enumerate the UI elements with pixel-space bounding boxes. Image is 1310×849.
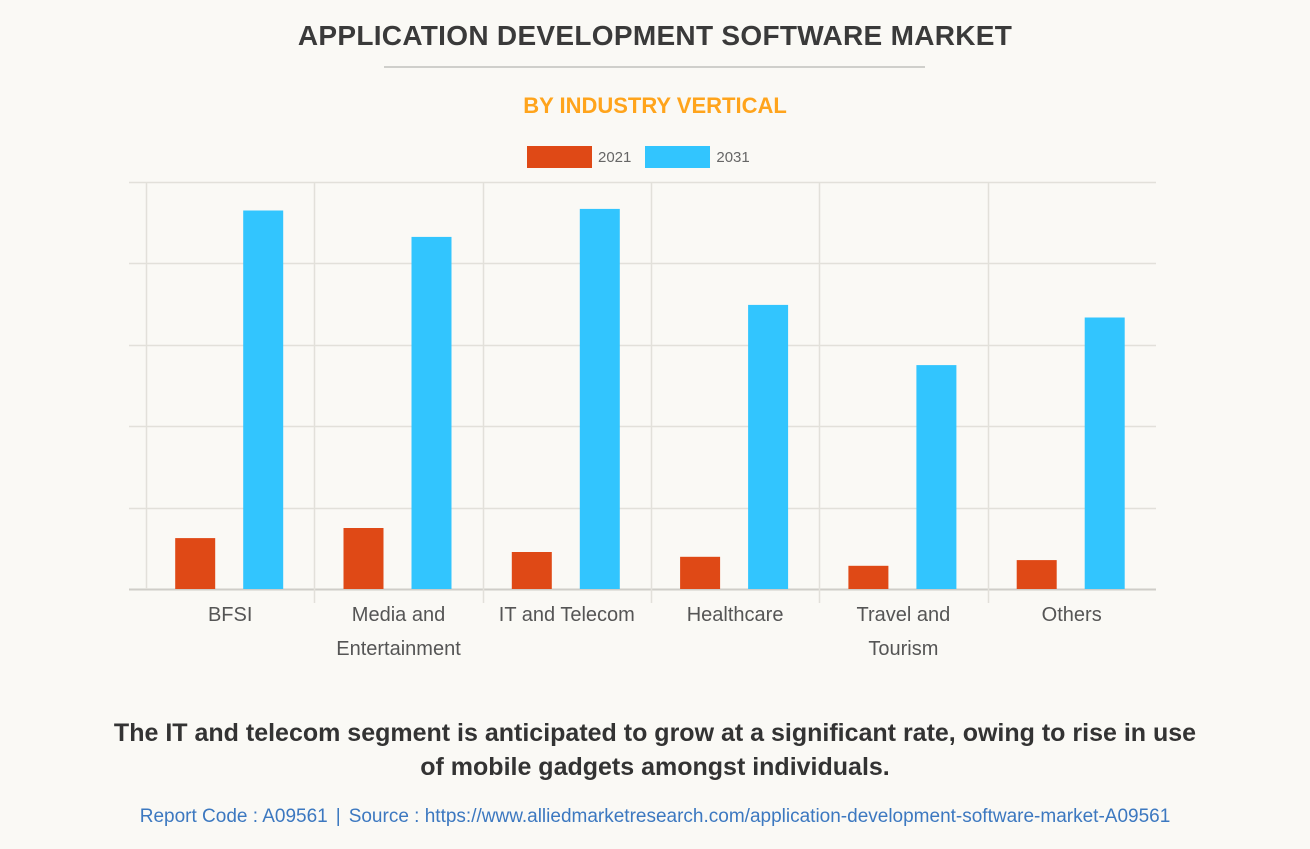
bar-2031-travel-and-tourism[interactable] — [916, 365, 957, 589]
bar-2031-others[interactable] — [1084, 317, 1125, 590]
legend-item-2021[interactable]: 2021 — [527, 146, 631, 168]
bar-2021-bfsi[interactable] — [175, 538, 216, 589]
source-link[interactable]: Source : https://www.alliedmarketresearc… — [348, 806, 1171, 827]
footer-separator: | — [335, 806, 341, 827]
bar-2021-healthcare[interactable] — [680, 556, 721, 589]
x-tick-label-line: Media and — [352, 604, 445, 626]
source-footer: Report Code : A09561 | Source : https://ww… — [0, 806, 1310, 828]
bar-2021-it-and-telecom[interactable] — [511, 552, 552, 589]
legend-swatch-2021 — [527, 146, 592, 168]
bars — [175, 208, 1125, 590]
chart-subtitle: BY INDUSTRY VERTICAL — [523, 93, 787, 118]
bar-2031-bfsi[interactable] — [243, 210, 284, 590]
bar-2021-others[interactable] — [1016, 560, 1057, 589]
x-tick-label-line: Others — [1042, 604, 1102, 626]
caption-line-1: The IT and telecom segment is anticipate… — [113, 719, 1197, 747]
x-tick-label: Others — [1042, 604, 1102, 626]
gridlines — [129, 181, 1156, 603]
title-divider — [384, 66, 925, 68]
bar-2021-travel-and-tourism[interactable] — [848, 565, 889, 589]
chart-caption: The IT and telecom segment is anticipate… — [0, 716, 1310, 784]
bar-2031-media-and-entertainment[interactable] — [411, 236, 452, 589]
x-tick-label-line: Tourism — [868, 638, 938, 660]
caption-line-2: of mobile gadgets amongst individuals. — [420, 753, 890, 781]
legend-item-2031[interactable]: 2031 — [645, 146, 750, 168]
x-tick-label: Travel and Tourism — [857, 604, 951, 660]
chart-title: APPLICATION DEVELOPMENT SOFTWARE MARKET — [297, 20, 1013, 51]
x-tick-label-line: BFSI — [208, 604, 252, 626]
bar-2021-media-and-entertainment[interactable] — [343, 528, 384, 589]
x-tick-label: Media and Entertainment — [336, 604, 461, 660]
bar-chart: BFSI Media and Entertainment IT and Telecom… — [129, 181, 1156, 660]
bar-2031-healthcare[interactable] — [748, 304, 789, 589]
x-tick-label-line: Healthcare — [687, 604, 784, 626]
bar-2031-it-and-telecom[interactable] — [579, 208, 620, 589]
x-tick-label: IT and Telecom — [499, 604, 635, 626]
x-axis-labels: BFSI Media and Entertainment IT and Telecom… — [208, 604, 1102, 660]
legend-label-2031: 2031 — [716, 148, 750, 166]
report-code: Report Code : A09561 — [139, 806, 328, 827]
x-tick-label: Healthcare — [687, 604, 784, 626]
legend: 2021 2031 — [527, 146, 764, 168]
x-tick-label-line: Entertainment — [336, 638, 461, 660]
x-tick-label-line: Travel and — [857, 604, 951, 626]
x-tick-label-line: IT and Telecom — [499, 604, 635, 626]
legend-label-2021: 2021 — [598, 148, 632, 166]
legend-swatch-2031 — [645, 146, 711, 168]
x-tick-label: BFSI — [208, 604, 252, 626]
